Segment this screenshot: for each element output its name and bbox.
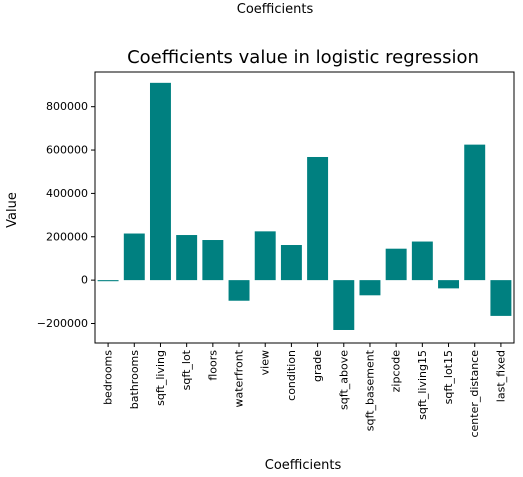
y-axis-label: Value bbox=[5, 192, 20, 228]
x-axis-label: Coefficients bbox=[265, 458, 342, 473]
bar-bathrooms bbox=[123, 233, 145, 281]
x-tick-label: center_distance bbox=[468, 350, 481, 438]
x-tick-label: sqft_above bbox=[337, 350, 350, 410]
y-tick-label: 600000 bbox=[46, 144, 88, 157]
y-tick-label: 800000 bbox=[46, 100, 88, 113]
bar-sqft-living15 bbox=[411, 241, 433, 281]
x-tick-label: sqft_lot15 bbox=[442, 350, 455, 404]
x-tick-label: last_fixed bbox=[494, 350, 507, 402]
x-tick-label: view bbox=[259, 350, 272, 375]
x-ticks-group: bedrooms bathrooms sqft_living sqft_lot floo… bbox=[102, 343, 507, 438]
y-ticks-group: −200000 0 200000 400000 600000 800000 bbox=[37, 100, 95, 330]
bar-bedrooms bbox=[97, 280, 119, 282]
x-tick-label: waterfront bbox=[233, 349, 246, 407]
bar-waterfront bbox=[228, 280, 250, 301]
x-tick-label: bathrooms bbox=[128, 350, 141, 409]
bar-last-fixed bbox=[490, 280, 512, 316]
x-tick-label: floors bbox=[206, 350, 219, 381]
x-tick-label: sqft_living15 bbox=[416, 350, 429, 420]
bar-sqft-basement bbox=[359, 280, 381, 296]
bar-floors bbox=[202, 240, 224, 281]
bar-center-distance bbox=[464, 144, 486, 281]
bar-sqft-above bbox=[333, 280, 355, 330]
bar-sqft-living bbox=[149, 82, 171, 281]
x-tick-label: sqft_basement bbox=[363, 349, 376, 431]
chart-title: Coefficients value in logistic regressio… bbox=[127, 47, 479, 68]
x-tick-label: bedrooms bbox=[102, 350, 115, 405]
x-tick-label: zipcode bbox=[390, 350, 403, 393]
figure-suptitle: Coefficients bbox=[237, 2, 314, 17]
bars-group bbox=[97, 82, 512, 330]
y-tick-label: 200000 bbox=[46, 230, 88, 243]
bar-sqft-lot15 bbox=[438, 280, 460, 289]
y-tick-label: −200000 bbox=[37, 317, 88, 330]
bar-view bbox=[254, 231, 276, 281]
y-tick-label: 400000 bbox=[46, 187, 88, 200]
bar-grade bbox=[307, 156, 329, 281]
x-tick-label: sqft_living bbox=[154, 350, 167, 406]
x-tick-label: condition bbox=[285, 350, 298, 401]
bar-zipcode bbox=[385, 248, 407, 281]
bar-condition bbox=[280, 245, 302, 281]
plot-frame bbox=[94, 71, 515, 344]
x-tick-label: grade bbox=[311, 350, 324, 382]
x-tick-label: sqft_lot bbox=[180, 349, 193, 390]
bar-sqft-lot bbox=[176, 235, 198, 281]
y-tick-label: 0 bbox=[81, 274, 88, 287]
